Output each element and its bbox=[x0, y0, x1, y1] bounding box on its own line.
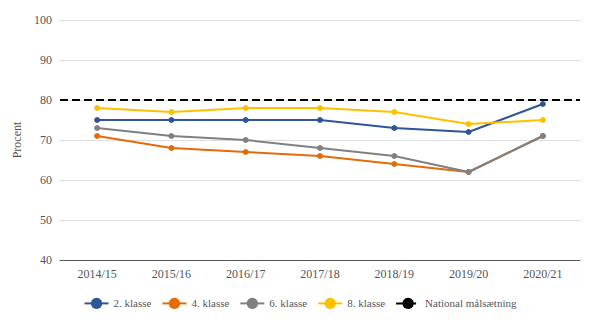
svg-text:40: 40 bbox=[40, 253, 52, 267]
svg-text:80: 80 bbox=[40, 93, 52, 107]
svg-text:4. klasse: 4. klasse bbox=[191, 297, 229, 309]
svg-text:60: 60 bbox=[40, 173, 52, 187]
svg-text:100: 100 bbox=[34, 13, 52, 27]
svg-text:2016/17: 2016/17 bbox=[226, 267, 265, 281]
svg-text:National målsætning: National målsætning bbox=[425, 297, 517, 309]
svg-text:2020/21: 2020/21 bbox=[523, 267, 562, 281]
svg-text:Procent: Procent bbox=[10, 121, 24, 158]
svg-text:2017/18: 2017/18 bbox=[300, 267, 339, 281]
svg-text:90: 90 bbox=[40, 53, 52, 67]
svg-text:50: 50 bbox=[40, 213, 52, 227]
svg-text:2015/16: 2015/16 bbox=[152, 267, 191, 281]
svg-text:2018/19: 2018/19 bbox=[375, 267, 414, 281]
svg-text:2019/20: 2019/20 bbox=[449, 267, 488, 281]
svg-text:6. klasse: 6. klasse bbox=[269, 297, 307, 309]
svg-text:8. klasse: 8. klasse bbox=[347, 297, 385, 309]
svg-text:2014/15: 2014/15 bbox=[77, 267, 116, 281]
svg-text:70: 70 bbox=[40, 133, 52, 147]
svg-text:2. klasse: 2. klasse bbox=[114, 297, 152, 309]
